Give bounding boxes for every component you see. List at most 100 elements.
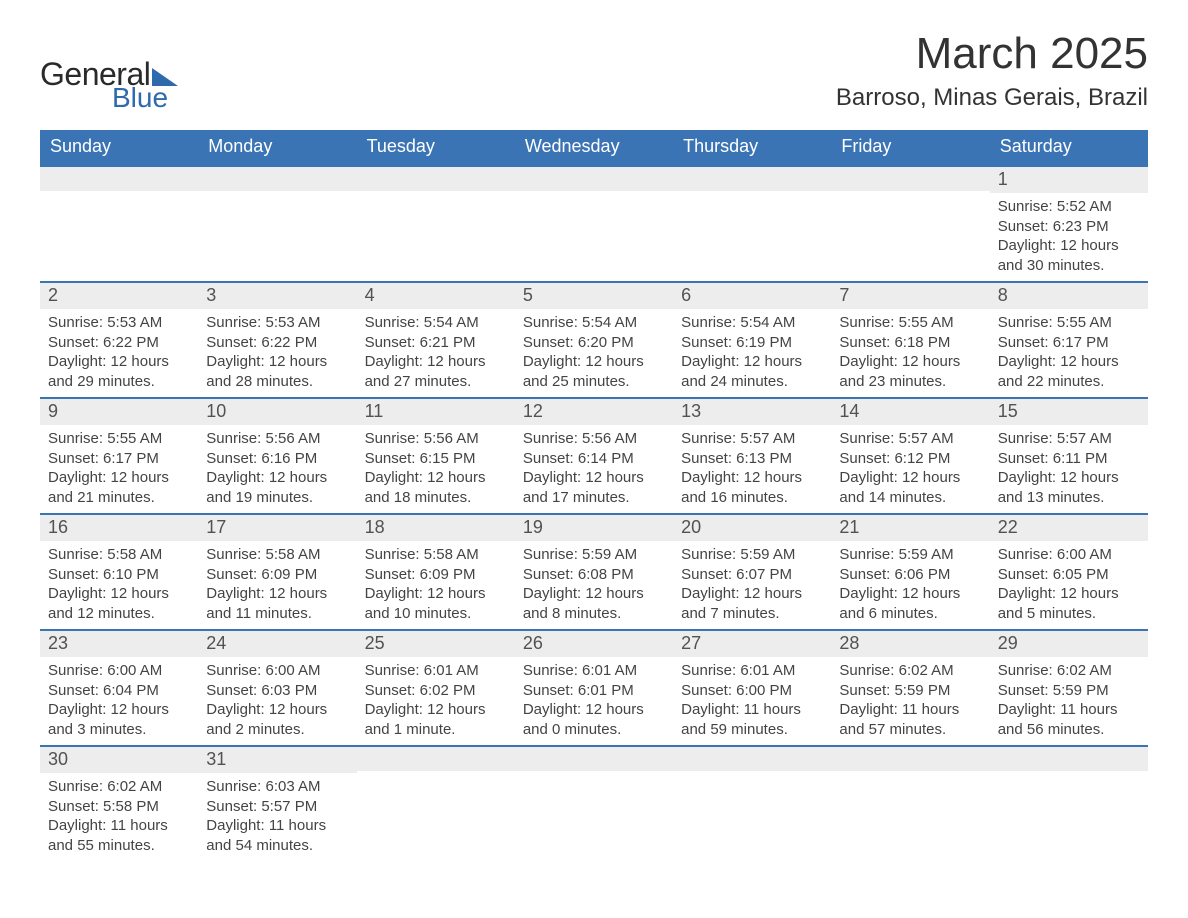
calendar-cell: 215:59 AM6:06 PM12 hours and 6 minutes. — [831, 514, 989, 630]
daylight-value: 12 hours and 3 minutes. — [48, 700, 190, 739]
day-details: 6:03 AM5:57 PM11 hours and 54 minutes. — [198, 773, 356, 861]
day-details: 5:59 AM6:08 PM12 hours and 8 minutes. — [515, 541, 673, 629]
daylight-value: 12 hours and 11 minutes. — [206, 584, 348, 623]
calendar-cell: 25:53 AM6:22 PM12 hours and 29 minutes. — [40, 282, 198, 398]
calendar-cell: 75:55 AM6:18 PM12 hours and 23 minutes. — [831, 282, 989, 398]
week-row: 95:55 AM6:17 PM12 hours and 21 minutes.1… — [40, 398, 1148, 514]
day-number: 1 — [990, 167, 1148, 193]
day-details: 6:00 AM6:05 PM12 hours and 5 minutes. — [990, 541, 1148, 629]
day-details: 5:56 AM6:14 PM12 hours and 17 minutes. — [515, 425, 673, 513]
calendar-cell: 296:02 AM5:59 PM11 hours and 56 minutes. — [990, 630, 1148, 746]
sunrise-value: 5:55 AM — [48, 429, 190, 449]
day-details: 6:01 AM6:01 PM12 hours and 0 minutes. — [515, 657, 673, 745]
sunset-value: 6:11 PM — [998, 449, 1140, 469]
calendar-cell: 95:55 AM6:17 PM12 hours and 21 minutes. — [40, 398, 198, 514]
day-details: 6:00 AM6:04 PM12 hours and 3 minutes. — [40, 657, 198, 745]
sunrise-value: 6:00 AM — [998, 545, 1140, 565]
calendar-cell: 236:00 AM6:04 PM12 hours and 3 minutes. — [40, 630, 198, 746]
daylight-value: 11 hours and 54 minutes. — [206, 816, 348, 855]
day-details: 5:54 AM6:21 PM12 hours and 27 minutes. — [357, 309, 515, 397]
day-number — [990, 747, 1148, 771]
daylight-value: 12 hours and 13 minutes. — [998, 468, 1140, 507]
sunrise-value: 5:58 AM — [48, 545, 190, 565]
week-row: 15:52 AM6:23 PM12 hours and 30 minutes. — [40, 166, 1148, 282]
sunrise-value: 5:59 AM — [523, 545, 665, 565]
calendar-cell: 55:54 AM6:20 PM12 hours and 25 minutes. — [515, 282, 673, 398]
daylight-value: 12 hours and 16 minutes. — [681, 468, 823, 507]
calendar-cell — [515, 746, 673, 861]
sunset-value: 6:10 PM — [48, 565, 190, 585]
calendar-cell: 45:54 AM6:21 PM12 hours and 27 minutes. — [357, 282, 515, 398]
sunrise-value: 5:58 AM — [206, 545, 348, 565]
sunset-value: 6:03 PM — [206, 681, 348, 701]
sunset-value: 6:18 PM — [839, 333, 981, 353]
day-number: 23 — [40, 631, 198, 657]
sunrise-value: 6:00 AM — [48, 661, 190, 681]
day-details: 6:01 AM6:02 PM12 hours and 1 minute. — [357, 657, 515, 745]
day-number: 28 — [831, 631, 989, 657]
sunrise-value: 5:59 AM — [681, 545, 823, 565]
sunset-value: 6:12 PM — [839, 449, 981, 469]
sunrise-value: 5:59 AM — [839, 545, 981, 565]
day-details: 5:56 AM6:16 PM12 hours and 19 minutes. — [198, 425, 356, 513]
day-number: 26 — [515, 631, 673, 657]
day-number: 21 — [831, 515, 989, 541]
day-details: 6:01 AM6:00 PM11 hours and 59 minutes. — [673, 657, 831, 745]
day-number: 24 — [198, 631, 356, 657]
day-number — [357, 167, 515, 191]
calendar-cell: 185:58 AM6:09 PM12 hours and 10 minutes. — [357, 514, 515, 630]
calendar-cell: 205:59 AM6:07 PM12 hours and 7 minutes. — [673, 514, 831, 630]
week-row: 165:58 AM6:10 PM12 hours and 12 minutes.… — [40, 514, 1148, 630]
dayheader-tuesday: Tuesday — [357, 130, 515, 166]
daylight-value: 12 hours and 22 minutes. — [998, 352, 1140, 391]
sunset-value: 6:16 PM — [206, 449, 348, 469]
sunset-value: 6:07 PM — [681, 565, 823, 585]
week-row: 25:53 AM6:22 PM12 hours and 29 minutes.3… — [40, 282, 1148, 398]
day-details: 6:02 AM5:58 PM11 hours and 55 minutes. — [40, 773, 198, 861]
dayheader-saturday: Saturday — [990, 130, 1148, 166]
day-details: 6:00 AM6:03 PM12 hours and 2 minutes. — [198, 657, 356, 745]
calendar-cell — [357, 746, 515, 861]
day-number — [673, 167, 831, 191]
dayheader-wednesday: Wednesday — [515, 130, 673, 166]
day-number: 12 — [515, 399, 673, 425]
day-details: 5:57 AM6:13 PM12 hours and 16 minutes. — [673, 425, 831, 513]
day-number: 4 — [357, 283, 515, 309]
day-number: 17 — [198, 515, 356, 541]
day-number: 5 — [515, 283, 673, 309]
day-details: 5:54 AM6:19 PM12 hours and 24 minutes. — [673, 309, 831, 397]
sunset-value: 6:22 PM — [206, 333, 348, 353]
calendar-cell: 65:54 AM6:19 PM12 hours and 24 minutes. — [673, 282, 831, 398]
daylight-value: 12 hours and 21 minutes. — [48, 468, 190, 507]
day-details: 5:59 AM6:06 PM12 hours and 6 minutes. — [831, 541, 989, 629]
day-details: 5:53 AM6:22 PM12 hours and 29 minutes. — [40, 309, 198, 397]
calendar-cell — [990, 746, 1148, 861]
sunset-value: 6:15 PM — [365, 449, 507, 469]
day-number: 31 — [198, 747, 356, 773]
day-number — [357, 747, 515, 771]
daylight-value: 12 hours and 30 minutes. — [998, 236, 1140, 275]
sunset-value: 6:23 PM — [998, 217, 1140, 237]
daylight-value: 11 hours and 56 minutes. — [998, 700, 1140, 739]
sunset-value: 5:59 PM — [998, 681, 1140, 701]
calendar-cell — [831, 166, 989, 282]
sunrise-value: 6:00 AM — [206, 661, 348, 681]
day-number: 10 — [198, 399, 356, 425]
sunrise-value: 5:57 AM — [681, 429, 823, 449]
day-number: 3 — [198, 283, 356, 309]
day-details: 5:55 AM6:17 PM12 hours and 22 minutes. — [990, 309, 1148, 397]
sunrise-value: 5:53 AM — [48, 313, 190, 333]
sunrise-value: 5:54 AM — [523, 313, 665, 333]
sunrise-value: 5:55 AM — [839, 313, 981, 333]
calendar-cell — [831, 746, 989, 861]
daylight-value: 12 hours and 23 minutes. — [839, 352, 981, 391]
sunrise-value: 5:53 AM — [206, 313, 348, 333]
sunrise-value: 5:58 AM — [365, 545, 507, 565]
sunset-value: 6:13 PM — [681, 449, 823, 469]
calendar-cell: 165:58 AM6:10 PM12 hours and 12 minutes. — [40, 514, 198, 630]
day-number: 20 — [673, 515, 831, 541]
day-number: 19 — [515, 515, 673, 541]
sunset-value: 6:00 PM — [681, 681, 823, 701]
sunrise-value: 6:01 AM — [365, 661, 507, 681]
calendar-cell: 85:55 AM6:17 PM12 hours and 22 minutes. — [990, 282, 1148, 398]
